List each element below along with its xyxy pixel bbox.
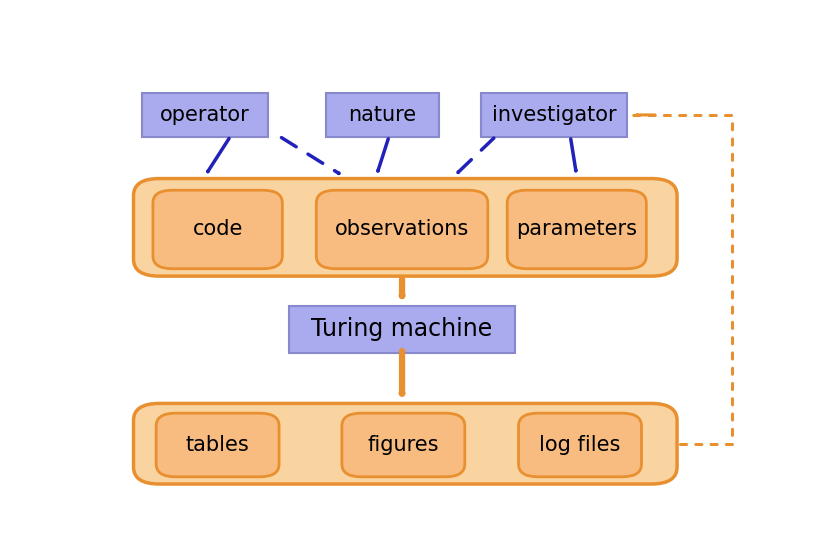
FancyBboxPatch shape [134, 403, 677, 484]
Text: tables: tables [185, 435, 250, 455]
FancyBboxPatch shape [156, 413, 279, 477]
Text: observations: observations [335, 219, 469, 240]
FancyBboxPatch shape [481, 93, 627, 137]
FancyBboxPatch shape [142, 93, 268, 137]
Text: parameters: parameters [516, 219, 637, 240]
FancyBboxPatch shape [507, 190, 646, 269]
Text: code: code [192, 219, 243, 240]
FancyBboxPatch shape [326, 93, 439, 137]
FancyBboxPatch shape [134, 179, 677, 276]
Text: operator: operator [159, 105, 250, 125]
FancyBboxPatch shape [342, 413, 465, 477]
FancyBboxPatch shape [519, 413, 641, 477]
Text: figures: figures [367, 435, 439, 455]
FancyBboxPatch shape [316, 190, 488, 269]
FancyBboxPatch shape [153, 190, 282, 269]
Text: nature: nature [348, 105, 417, 125]
Text: log files: log files [539, 435, 620, 455]
Text: Turing machine: Turing machine [311, 317, 493, 341]
FancyBboxPatch shape [289, 306, 515, 353]
Text: investigator: investigator [492, 105, 616, 125]
